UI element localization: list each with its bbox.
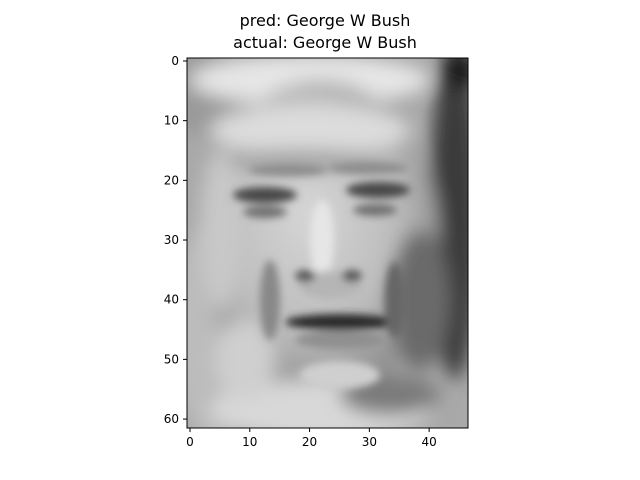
y-tick-label: 0 [171,54,179,68]
y-tick-label: 10 [164,114,179,128]
y-tick-label: 20 [164,173,179,187]
y-tick-label: 50 [164,352,179,366]
chart-title-pred: pred: George W Bush [239,11,411,30]
x-tick-label: 0 [186,435,194,449]
x-tick-label: 20 [302,435,317,449]
x-tick-label: 10 [242,435,257,449]
y-tick-label: 60 [164,412,179,426]
y-tick-label: 40 [164,293,179,307]
y-tick-label: 30 [164,233,179,247]
x-tick-label: 40 [421,435,436,449]
axes-frame [186,57,469,429]
face-image [187,58,468,428]
chart-title-actual: actual: George W Bush [233,33,417,52]
x-tick-label: 30 [362,435,377,449]
